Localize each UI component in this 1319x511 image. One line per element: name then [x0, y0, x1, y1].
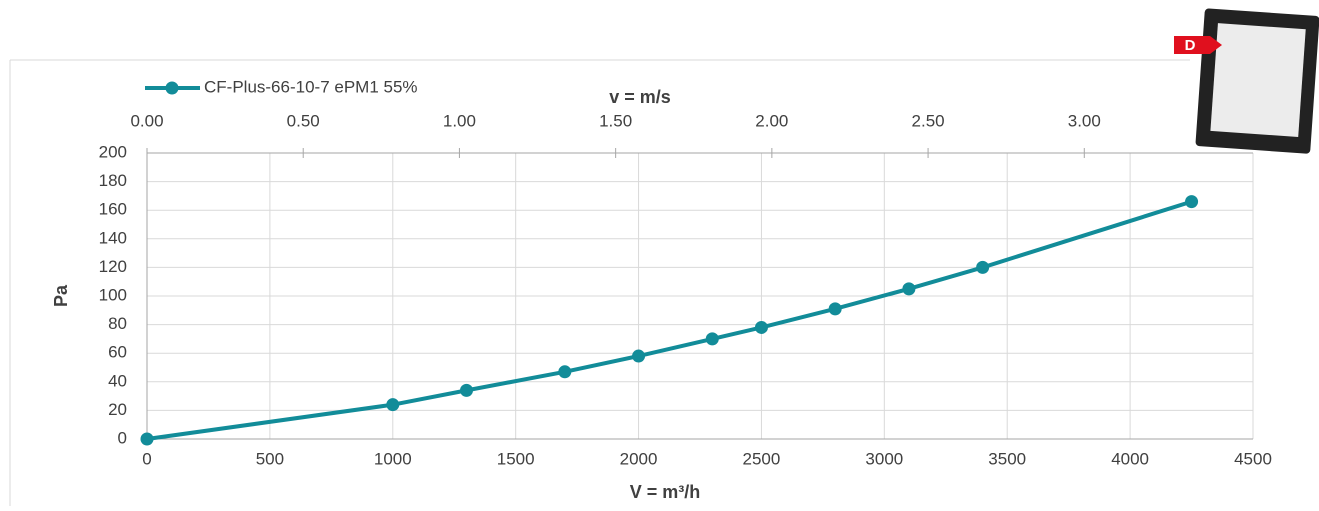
- legend-label: CF-Plus-66-10-7 ePM1 55%: [204, 77, 418, 96]
- x-tick-label: 4500: [1234, 449, 1272, 468]
- y-tick-label: 200: [99, 142, 127, 161]
- x-tick-label: 4000: [1111, 449, 1149, 468]
- data-point: [140, 432, 154, 446]
- y-tick-label: 80: [108, 314, 127, 333]
- data-point: [976, 260, 990, 274]
- y-tick-label: 180: [99, 171, 127, 190]
- y-tick-label: 160: [99, 200, 127, 219]
- product-image: D: [1174, 8, 1319, 154]
- filter-tag: [1174, 36, 1222, 54]
- data-point: [902, 282, 916, 296]
- x2-tick-label: 0.50: [287, 111, 320, 130]
- data-point: [460, 383, 474, 397]
- y-tick-label: 100: [99, 285, 127, 304]
- x2-tick-label: 1.50: [599, 111, 632, 130]
- y-tick-label: 0: [118, 428, 127, 447]
- y-tick-label: 120: [99, 257, 127, 276]
- y-tick-label: 60: [108, 343, 127, 362]
- x2-tick-label: 1.00: [443, 111, 476, 130]
- x2-axis-title: v = m/s: [609, 87, 671, 107]
- data-point: [632, 349, 646, 363]
- y-tick-label: 40: [108, 371, 127, 390]
- x-tick-label: 0: [142, 449, 151, 468]
- legend-marker: [165, 81, 179, 95]
- x-tick-label: 2500: [743, 449, 781, 468]
- x2-tick-label: 2.50: [912, 111, 945, 130]
- x-tick-label: 1000: [374, 449, 412, 468]
- data-point: [705, 332, 719, 346]
- y-axis-title: Pa: [51, 284, 71, 307]
- data-point: [558, 365, 572, 379]
- data-point: [828, 302, 842, 316]
- x-tick-label: 500: [256, 449, 284, 468]
- x-tick-label: 3500: [988, 449, 1026, 468]
- data-point: [1185, 195, 1199, 209]
- x2-tick-label: 2.00: [755, 111, 788, 130]
- x-tick-label: 3000: [865, 449, 903, 468]
- data-point: [754, 320, 768, 334]
- y-tick-label: 20: [108, 400, 127, 419]
- x2-tick-label: 3.00: [1068, 111, 1101, 130]
- x-tick-label: 1500: [497, 449, 535, 468]
- series-line: [146, 199, 1193, 441]
- data-point: [386, 398, 400, 412]
- y-tick-label: 140: [99, 228, 127, 247]
- filter-tag-label: D: [1185, 37, 1196, 54]
- x2-tick-label: 0.00: [130, 111, 163, 130]
- x-tick-label: 2000: [620, 449, 658, 468]
- x-axis-title: V = m³/h: [630, 482, 701, 502]
- filter-media: [1210, 23, 1306, 138]
